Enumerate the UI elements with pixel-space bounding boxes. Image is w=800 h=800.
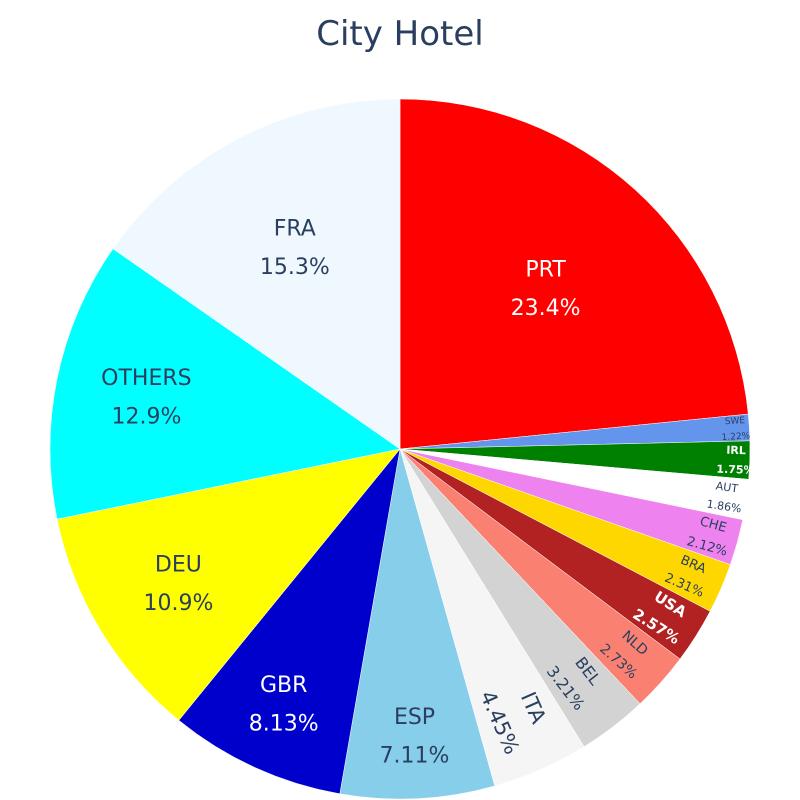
slice-label-others: OTHERS 12.9% [101, 366, 191, 430]
pie-slice-others [49, 248, 401, 520]
slice-name-label: ESP [394, 705, 435, 730]
slice-label-aut: AUT 1.86% [706, 479, 742, 516]
slice-label-prt: PRT 23.4% [511, 258, 581, 322]
slice-percent-label: 12.9% [111, 405, 181, 430]
slice-label-gbr: GBR 8.13% [249, 673, 319, 737]
slice-label-swe: SWE 1.22% [721, 416, 751, 443]
slice-name-label: IRL [726, 444, 746, 458]
slice-percent-label: 23.4% [511, 296, 581, 321]
pie-slice-deu [56, 448, 401, 721]
slice-percent-label: 15.3% [260, 255, 330, 280]
slice-percent-label: 1.22% [721, 431, 751, 443]
slice-name-label: SWE [725, 416, 746, 427]
slice-percent-label: 8.13% [249, 712, 319, 737]
chart-title: City Hotel [316, 14, 484, 54]
slice-name-label: OTHERS [101, 366, 191, 391]
slice-label-fra: FRA 15.3% [260, 217, 330, 281]
slice-name-label: PRT [525, 258, 566, 283]
slice-label-irl: IRL 1.75% [716, 444, 755, 477]
pie-slice-esp [339, 448, 496, 800]
slice-name-label: FRA [274, 217, 316, 242]
slice-percent-label: 1.86% [706, 498, 742, 516]
slice-name-label: AUT [715, 479, 739, 495]
slice-percent-label: 1.75% [716, 463, 755, 477]
pie-slice-gbr [178, 448, 401, 795]
slice-name-label: CHE [698, 514, 728, 536]
slice-name-label: DEU [155, 553, 202, 578]
slice-name-label: GBR [260, 673, 307, 698]
pie-slice-prt [399, 98, 749, 450]
slice-label-deu: DEU 10.9% [143, 553, 213, 617]
slice-label-esp: ESP 7.11% [380, 705, 450, 769]
slice-percent-label: 7.11% [380, 744, 450, 769]
slice-percent-label: 10.9% [143, 591, 213, 616]
pie-slice-fra [112, 98, 401, 450]
